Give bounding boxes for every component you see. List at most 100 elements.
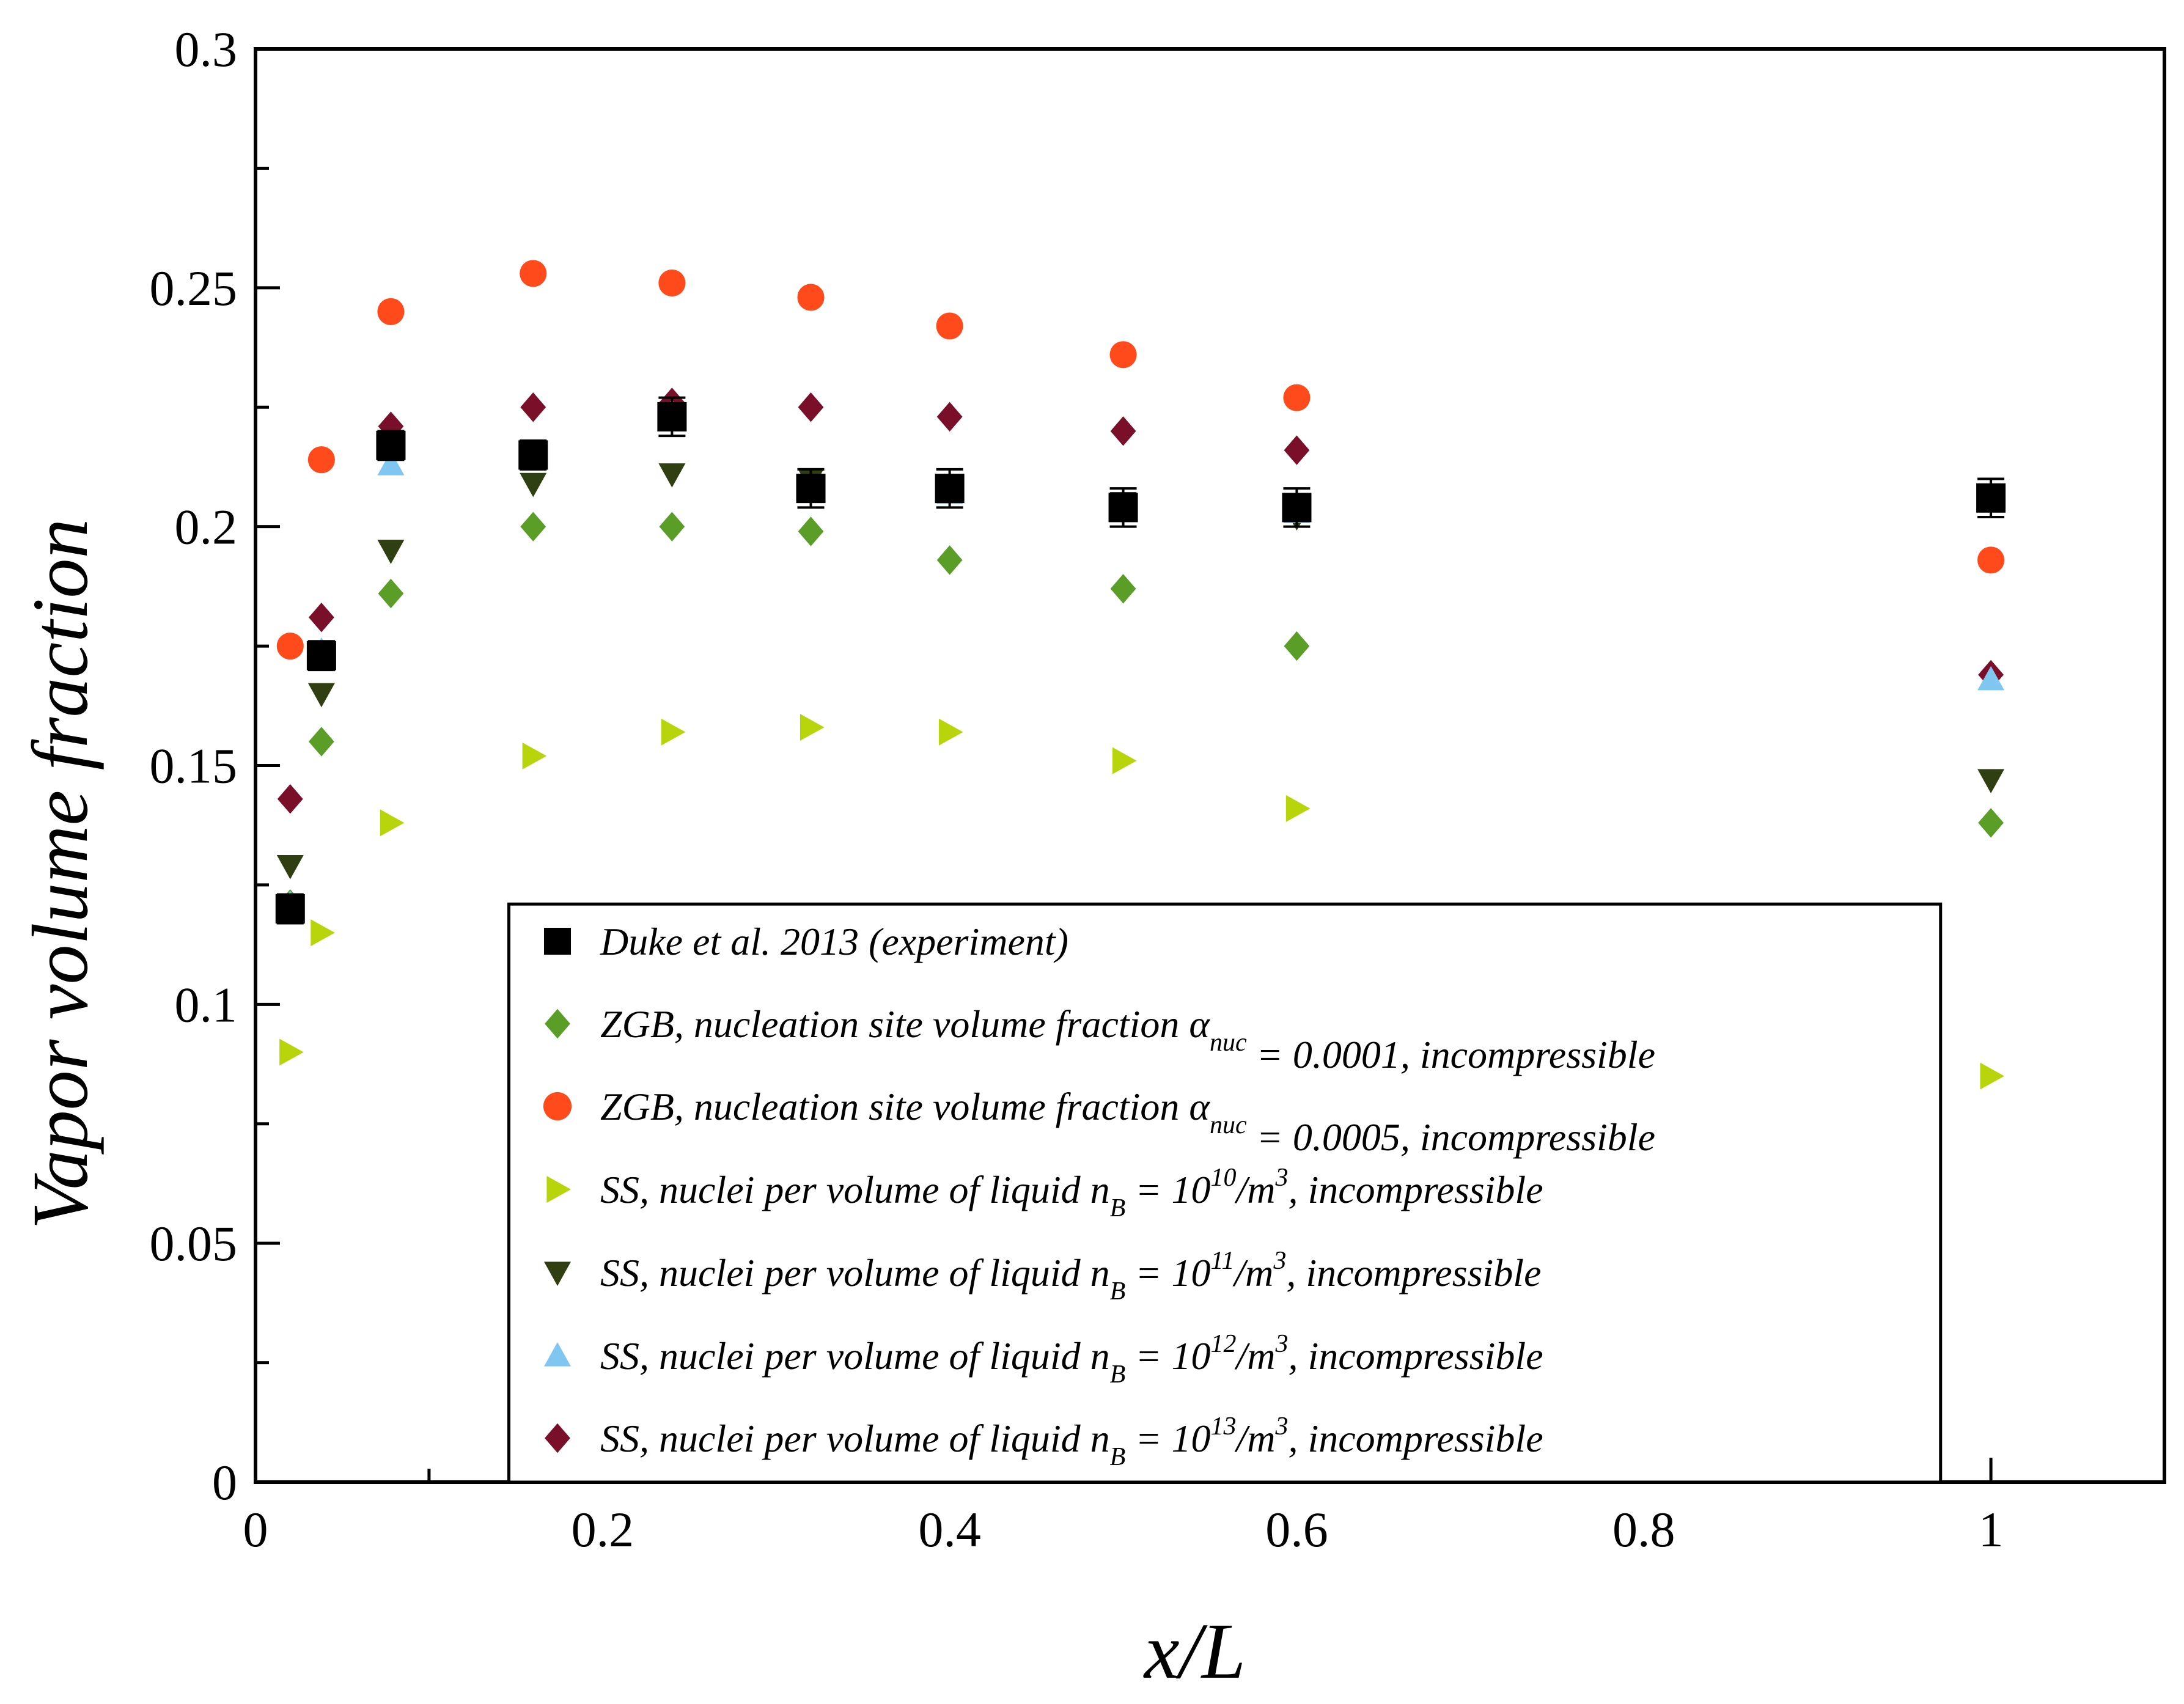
data-point — [658, 463, 686, 488]
legend-entry: SS, nuclei per volume of liquid nB = 101… — [600, 1412, 1543, 1471]
y-tick-label: 0.15 — [150, 738, 238, 794]
legend-entry: ZGB, nucleation site volume fraction αnu… — [600, 1085, 1655, 1159]
data-point — [658, 269, 686, 297]
legend-text-part: 10 — [1210, 1164, 1236, 1192]
data-point — [376, 430, 406, 460]
x-tick-label: 0.6 — [1265, 1502, 1328, 1557]
legend-text-part: nuc — [1210, 1029, 1247, 1057]
legend-entry: SS, nuclei per volume of liquid nB = 101… — [600, 1164, 1543, 1222]
legend-box — [507, 902, 1943, 1484]
data-point — [797, 284, 825, 311]
legend-text-part: 13 — [1210, 1412, 1236, 1441]
data-point — [1282, 493, 1312, 523]
legend-text-part: B — [1110, 1361, 1126, 1389]
data-point — [1112, 747, 1137, 774]
data-point — [1283, 384, 1311, 411]
data-point — [276, 855, 304, 880]
legend-entry: SS, nuclei per volume of liquid nB = 101… — [600, 1330, 1543, 1389]
legend-text-part: /m — [1234, 1168, 1275, 1211]
data-point — [518, 440, 548, 470]
y-axis: 0 0.05 0.1 0.15 0.2 0.25 0.3 — [150, 21, 280, 1510]
legend-text-part: 3 — [1274, 1412, 1288, 1441]
y-tick-label: 0.2 — [175, 499, 238, 555]
data-point — [1977, 769, 2005, 793]
legend-entry: SS, nuclei per volume of liquid nB = 101… — [600, 1247, 1541, 1306]
data-point — [520, 260, 547, 287]
legend: Duke et al. 2013 (experiment) ZGB, nuclea… — [507, 902, 1943, 1484]
data-point — [1980, 1062, 2005, 1090]
legend-text-part: SS, nuclei per volume of liquid n — [600, 1417, 1110, 1460]
data-point — [1110, 416, 1136, 446]
data-point — [378, 411, 404, 441]
x-tick-label: 0 — [243, 1502, 268, 1557]
data-point — [1110, 574, 1136, 604]
data-point — [377, 540, 405, 564]
data-point — [800, 713, 825, 741]
x-tick-label: 0.8 — [1612, 1502, 1675, 1557]
data-point — [798, 392, 824, 422]
legend-text-part: 3 — [1273, 1247, 1286, 1275]
legend-text-part: 3 — [1274, 1330, 1288, 1358]
data-point — [936, 545, 963, 575]
legend-text-part: , incompressible — [1288, 1417, 1543, 1460]
data-point — [936, 312, 963, 340]
legend-text-part: , incompressible — [1288, 1334, 1543, 1378]
legend-text-part: = 10 — [1125, 1334, 1210, 1378]
legend-entry: Duke et al. 2013 (experiment) — [600, 920, 1068, 963]
legend-text-part: = 10 — [1125, 1168, 1210, 1211]
data-marks — [275, 260, 2006, 1090]
legend-marker — [544, 1342, 571, 1367]
data-point — [1976, 483, 2006, 513]
data-point — [377, 451, 405, 476]
data-point — [378, 578, 404, 609]
data-point — [380, 809, 405, 837]
data-point — [276, 633, 304, 660]
legend-text-part: = 10 — [1125, 1417, 1210, 1460]
data-point — [1108, 493, 1138, 523]
legend-text-part: , incompressible — [1286, 1251, 1541, 1295]
data-point — [659, 512, 685, 542]
y-tick-label: 0.1 — [175, 977, 238, 1032]
series-2 — [276, 260, 2005, 660]
y-axis-title: Vapor volume fraction — [17, 519, 105, 1230]
legend-text-part: B — [1110, 1277, 1126, 1306]
legend-text-part: = 10 — [1125, 1251, 1210, 1295]
legend-text-part: ZGB, nucleation site volume fraction α — [600, 1085, 1210, 1128]
data-point — [307, 446, 335, 474]
x-axis-title: x/L — [1143, 1607, 1246, 1695]
data-point — [1284, 631, 1310, 661]
legend-marker — [546, 1176, 571, 1203]
data-point — [520, 472, 547, 498]
data-point — [1284, 435, 1310, 465]
data-point — [1285, 795, 1311, 822]
data-point — [311, 919, 335, 947]
data-point — [275, 894, 305, 924]
data-point — [307, 683, 335, 708]
legend-text-part: Duke et al. 2013 (experiment) — [600, 920, 1068, 963]
x-tick-label: 0.2 — [572, 1502, 634, 1557]
data-point — [306, 641, 336, 670]
data-point — [520, 392, 546, 422]
legend-text-part: /m — [1234, 1417, 1275, 1460]
legend-marker — [545, 1423, 570, 1453]
data-point — [308, 602, 334, 633]
y-tick-label: 0.25 — [150, 260, 238, 316]
legend-text-part: , incompressible — [1288, 1168, 1543, 1211]
legend-marker — [545, 1008, 570, 1039]
legend-text-part: ZGB, nucleation site volume fraction α — [600, 1002, 1210, 1046]
series-1 — [277, 512, 2004, 919]
y-tick-label: 0.3 — [175, 21, 238, 77]
legend-text-part: B — [1110, 1443, 1126, 1471]
data-point — [308, 727, 334, 757]
data-point — [1978, 808, 2004, 838]
legend-text-part: = 0.0005, incompressible — [1247, 1115, 1655, 1159]
y-tick-label: 0 — [212, 1455, 237, 1510]
data-point — [520, 512, 546, 542]
legend-marker — [544, 928, 571, 955]
y-tick-label: 0.05 — [150, 1216, 238, 1271]
data-point — [661, 718, 686, 746]
data-point — [798, 516, 824, 546]
data-point — [279, 1038, 304, 1066]
legend-text-part: 11 — [1210, 1247, 1234, 1275]
